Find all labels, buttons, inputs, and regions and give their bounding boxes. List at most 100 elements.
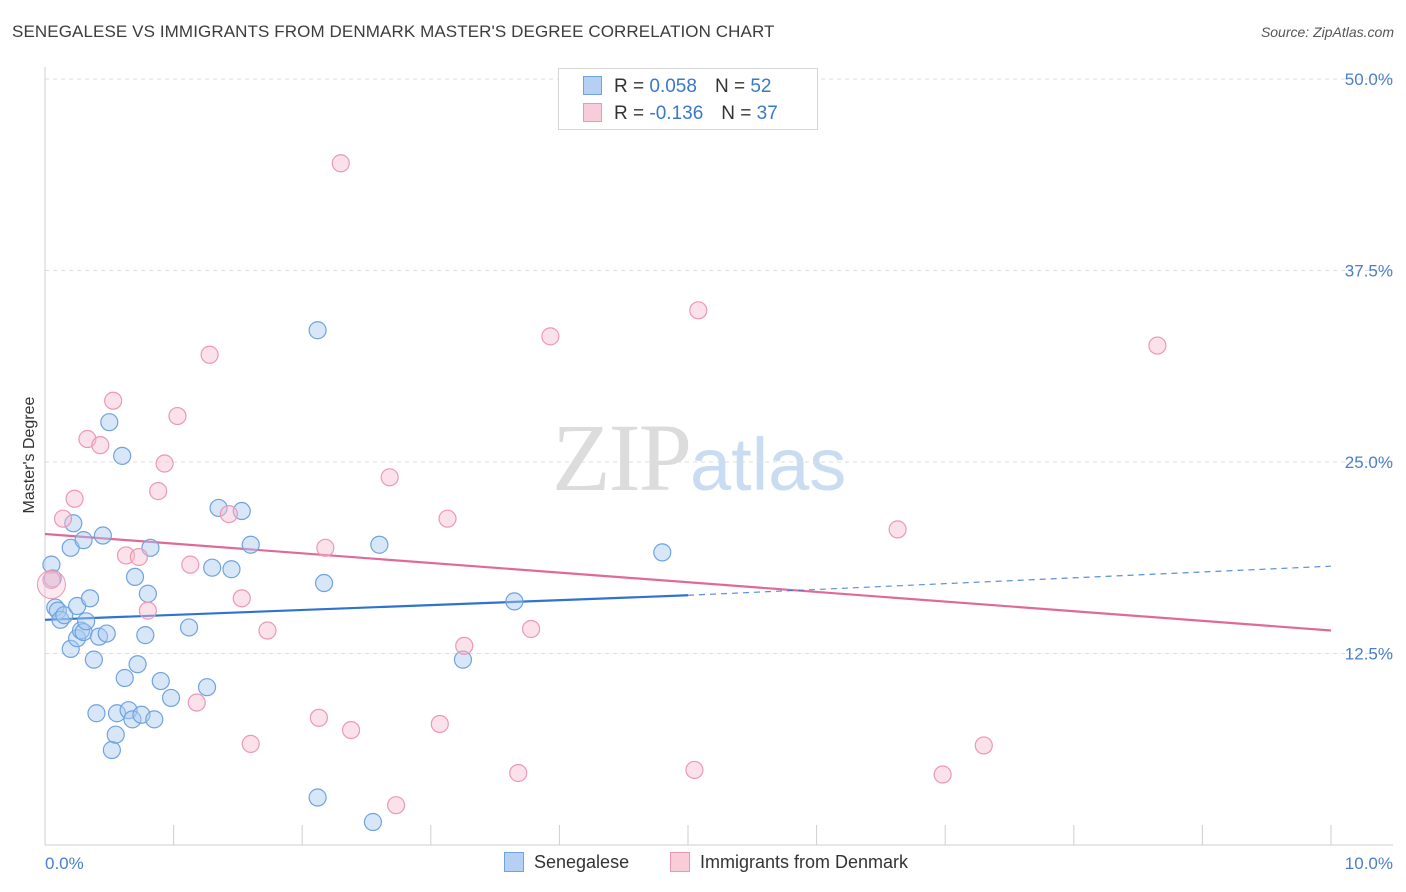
senegalese-point [209,498,228,518]
legend-n-label: N = [714,76,746,97]
senegalese-point [106,725,125,744]
denmark-point [149,482,168,501]
senegalese-point [42,555,61,574]
denmark-point [104,391,123,410]
denmark-point [386,796,406,815]
senegalese-trend-line [44,594,689,621]
senegalese-point [77,612,96,631]
senegalese-point [203,558,222,577]
gridlines [45,78,1393,654]
senegalese-point [197,678,217,697]
senegalese-point [80,589,100,608]
senegalese-point [308,788,327,807]
senegalese-point [87,704,106,723]
denmark-point [685,760,704,780]
bottom-legend-label: Immigrants from Denmark [700,852,909,872]
trend-lines [44,532,1332,632]
denmark-point [309,708,329,727]
senegalese-point [151,671,170,691]
data-points [36,154,1167,832]
denmark-point [430,714,449,734]
senegalese-point [222,560,241,579]
denmark-point [200,345,219,364]
denmark-point [331,154,350,173]
senegalese-point [653,543,672,562]
denmark-point [455,636,474,655]
senegalese-point [179,618,199,637]
denmark-point [65,489,84,508]
denmark-point [888,520,907,539]
legend-row-denmark: R = -0.136 N = 37 [583,103,778,125]
senegalese-point [64,514,83,533]
senegalese-point [97,624,116,643]
denmark-point [509,763,528,783]
denmark-point [42,570,61,590]
senegalese-point [314,573,334,593]
legend-n-value: 52 [750,76,772,97]
denmark-trend-line [44,532,1332,632]
denmark-point [181,555,200,574]
y-axis-label: Master's Degree [21,396,38,513]
senegalese-point [138,584,157,603]
senegalese-point [102,740,121,760]
senegalese-point [161,688,181,708]
legend-swatch-pink [583,103,602,122]
denmark-point [219,504,238,524]
bottom-legend-label: Senegalese [534,852,630,872]
denmark-point [933,765,952,784]
senegalese-point [100,413,119,432]
chart-source: Source: ZipAtlas.com [1260,24,1394,40]
denmark-point [689,301,708,320]
legend-r-value: -0.136 [649,103,704,124]
legend-r-label: R = [614,76,645,97]
y-tick-label: 25.0% [1345,453,1393,472]
senegalese-point [55,606,74,625]
bottom-legend-swatch-blue [504,852,524,872]
senegalese-trend-extension [687,565,1332,596]
denmark-point [232,589,251,608]
denmark-point [258,621,277,640]
senegalese-point [136,626,155,645]
bottom-legend-swatch-pink [670,852,690,872]
senegalese-point [115,668,134,688]
senegalese-point [370,535,389,554]
denmark-point [974,736,993,755]
chart-title: SENEGALESE VS IMMIGRANTS FROM DENMARK MA… [12,22,775,41]
legend-n-value: 37 [756,103,778,124]
senegalese-point [453,650,473,669]
senegalese-point [123,710,142,729]
legend-row-senegalese: R = 0.058 N = 52 [583,76,771,98]
axes [44,67,1393,846]
senegalese-point [107,704,127,723]
x-tick-label: 10.0% [1345,854,1393,873]
senegalese-point [241,535,260,554]
zipatlas-watermark: ZIPatlas [552,404,847,511]
denmark-point [129,547,148,567]
senegalese-point [145,710,164,729]
denmark-point [316,538,335,557]
x-tick-label: 0.0% [45,854,84,873]
senegalese-point [128,655,147,674]
correlation-legend: R = 0.058 N = 52 R = -0.136 N = 37 [558,68,818,130]
denmark-point [155,454,174,473]
denmark-point [36,570,66,600]
denmark-point [138,601,157,620]
denmark-point [438,509,457,528]
tick-labels: 12.5% 25.0% 37.5% 50.0% 0.0% 10.0% Master's De… [21,70,1393,873]
denmark-point [53,509,73,528]
denmark-point [168,406,187,426]
denmark-point [341,720,361,740]
senegalese-point [505,592,524,611]
senegalese-point [93,526,112,545]
senegalese-point [363,812,383,832]
bottom-legend-senegalese: Senegalese [504,852,629,873]
y-tick-label: 37.5% [1345,262,1393,281]
denmark-point [541,327,560,346]
denmark-point [241,734,260,753]
legend-r-value: 0.058 [649,76,697,97]
legend-n-label: N = [721,103,752,124]
legend-swatch-blue [583,76,602,95]
denmark-point [522,619,541,639]
bottom-legend-denmark: Immigrants from Denmark [670,852,908,873]
